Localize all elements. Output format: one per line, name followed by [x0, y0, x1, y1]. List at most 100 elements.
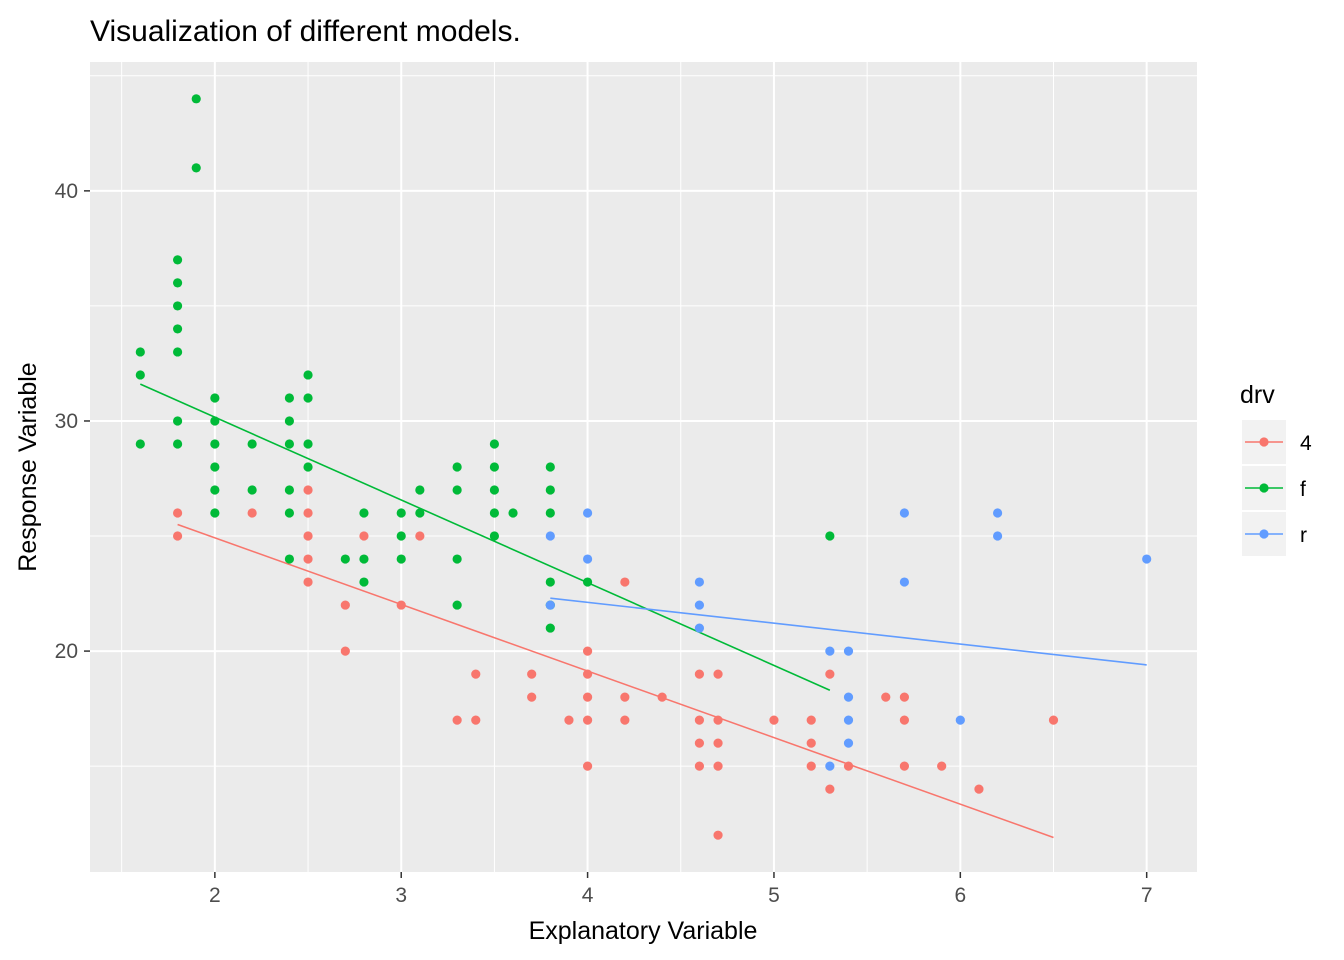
data-point-f: [359, 577, 369, 587]
data-point-r: [843, 738, 854, 748]
data-point-4: [825, 784, 835, 794]
data-point-f: [135, 370, 145, 380]
y-axis-title: Response Variable: [14, 362, 42, 571]
data-point-f: [340, 554, 350, 564]
data-point-f: [452, 462, 462, 472]
data-point-4: [415, 531, 425, 541]
legend-key-point: [1259, 483, 1269, 493]
data-point-f: [359, 554, 369, 564]
chart-title: Visualization of different models.: [90, 15, 521, 48]
data-point-4: [582, 692, 593, 702]
data-point-f: [415, 508, 425, 518]
data-point-4: [937, 761, 947, 771]
data-point-4: [806, 761, 816, 771]
data-point-f: [172, 439, 183, 449]
data-point-4: [452, 715, 462, 725]
data-point-4: [303, 531, 313, 541]
data-point-4: [769, 715, 779, 725]
data-point-f: [545, 485, 555, 495]
data-point-f: [284, 508, 295, 518]
data-point-r: [582, 508, 593, 518]
data-point-f: [210, 393, 220, 403]
x-tick-label: 6: [954, 884, 966, 907]
data-point-f: [825, 531, 835, 541]
data-point-4: [582, 715, 593, 725]
data-point-4: [340, 600, 350, 610]
data-point-4: [974, 784, 984, 794]
data-point-4: [471, 669, 481, 679]
data-point-f: [396, 508, 406, 518]
data-point-r: [992, 531, 1003, 541]
data-point-4: [564, 715, 574, 725]
y-tick-label: 20: [55, 640, 78, 663]
legend-label-r: r: [1300, 524, 1307, 547]
data-point-f: [210, 462, 220, 472]
data-point-f: [545, 462, 555, 472]
data-point-r: [694, 600, 705, 610]
data-point-4: [172, 531, 183, 541]
data-point-r: [843, 715, 854, 725]
x-tick-label: 7: [1141, 884, 1153, 907]
legend-key-point: [1259, 529, 1269, 539]
data-point-r: [694, 623, 705, 633]
data-point-4: [694, 715, 705, 725]
data-point-4: [694, 761, 705, 771]
data-point-f: [284, 485, 295, 495]
data-point-f: [172, 347, 183, 357]
data-point-f: [172, 324, 183, 334]
data-point-4: [303, 508, 313, 518]
data-point-4: [247, 508, 257, 518]
data-point-f: [210, 439, 220, 449]
data-point-f: [172, 416, 183, 426]
grid-minor: [90, 62, 1197, 872]
data-point-4: [899, 761, 910, 771]
x-axis: 2 3 4 5 6 7: [209, 872, 1153, 907]
data-point-r: [825, 761, 835, 771]
legend: drv 4 fr: [1240, 381, 1312, 556]
y-tick-label: 40: [55, 180, 78, 203]
data-point-r: [899, 508, 910, 518]
x-tick-label: 5: [768, 884, 780, 907]
data-point-f: [284, 416, 295, 426]
data-point-f: [210, 416, 220, 426]
data-point-4: [694, 669, 705, 679]
data-point-4: [881, 692, 891, 702]
data-point-r: [992, 508, 1003, 518]
legend-key-point: [1259, 437, 1269, 447]
data-point-4: [582, 669, 593, 679]
data-point-r: [899, 577, 910, 587]
data-point-r: [843, 646, 854, 656]
data-point-f: [545, 577, 555, 587]
data-point-f: [396, 554, 406, 564]
data-point-4: [713, 830, 723, 840]
data-point-4: [303, 485, 313, 495]
legend-label-4: 4: [1300, 432, 1312, 455]
data-point-4: [172, 508, 183, 518]
data-point-4: [713, 715, 723, 725]
data-point-f: [191, 94, 201, 104]
data-point-f: [284, 393, 295, 403]
data-point-r: [1142, 554, 1152, 564]
data-point-4: [806, 738, 816, 748]
data-point-f: [489, 531, 500, 541]
data-point-f: [303, 439, 313, 449]
data-point-4: [825, 669, 835, 679]
data-point-f: [489, 508, 500, 518]
data-point-f: [582, 577, 593, 587]
data-point-f: [545, 508, 555, 518]
fit-lines: [139, 383, 1147, 839]
data-point-4: [620, 692, 630, 702]
data-point-4: [582, 646, 593, 656]
data-point-r: [955, 715, 965, 725]
data-point-4: [396, 600, 406, 610]
data-point-4: [527, 669, 537, 679]
data-point-f: [135, 439, 145, 449]
data-point-4: [303, 554, 313, 564]
fit-line-f: [139, 383, 831, 691]
data-point-4: [657, 692, 667, 702]
data-point-4: [620, 577, 630, 587]
data-point-f: [545, 623, 555, 633]
data-point-f: [489, 485, 500, 495]
x-tick-label: 3: [395, 884, 407, 907]
